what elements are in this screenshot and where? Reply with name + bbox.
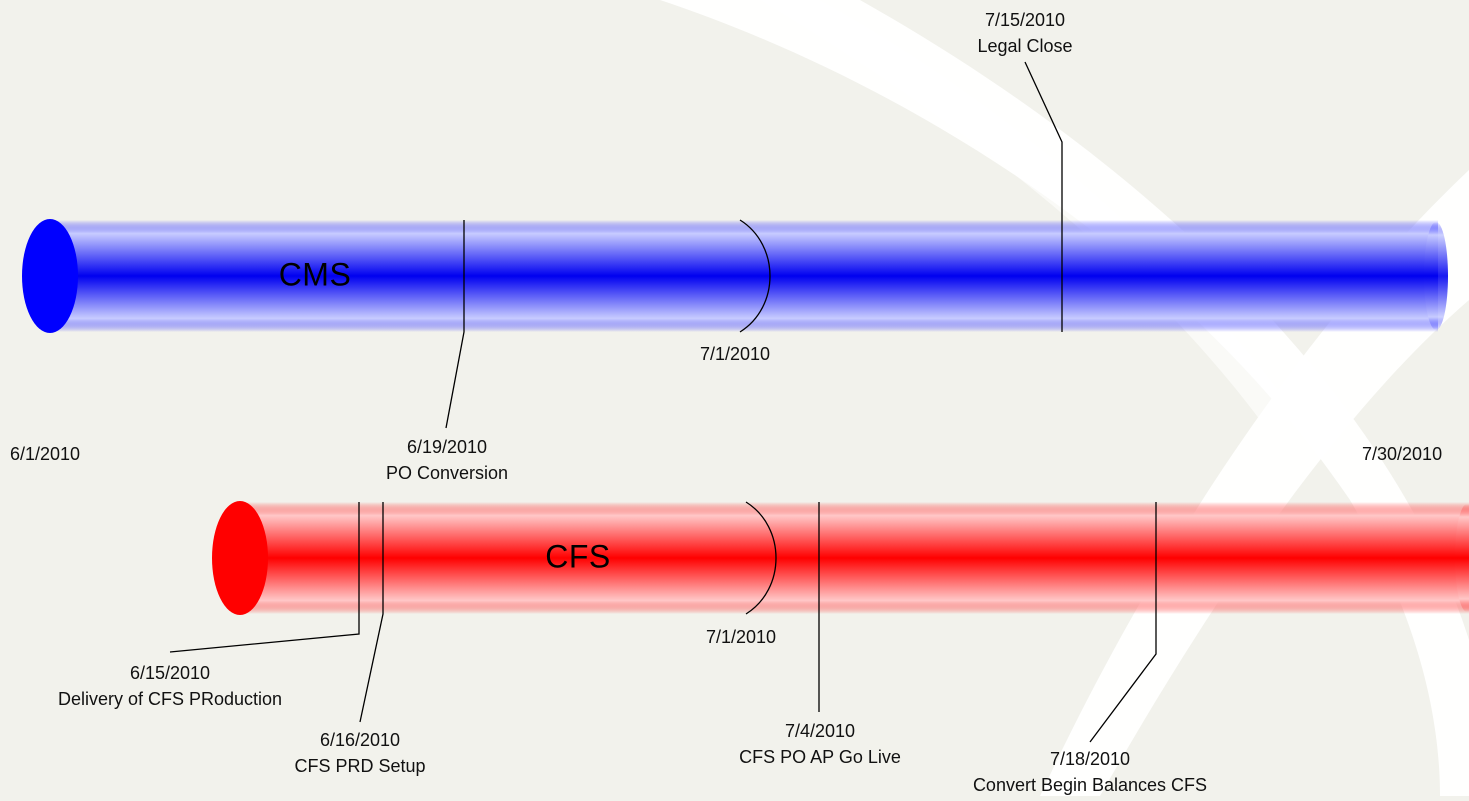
milestone-label: 7/4/2010 CFS PO AP Go Live (739, 718, 901, 770)
cms-track-body (50, 220, 1438, 332)
milestone-name: PO Conversion (385, 463, 509, 483)
milestone-name: CFS PRD Setup (294, 756, 426, 776)
milestone-label: 7/18/2010 Convert Begin Balances CFS (973, 746, 1207, 798)
milestone-date: 6/16/2010 (319, 730, 401, 750)
cfs-track-end-cap (1455, 504, 1469, 612)
milestone-label: 6/16/2010 CFS PRD Setup (294, 727, 425, 779)
cms-midpoint-label: 7/1/2010 (700, 344, 771, 364)
milestone-leader-line (169, 502, 360, 653)
cfs-track-start-cap (212, 501, 268, 615)
range-end-label: 7/30/2010 (1362, 444, 1443, 464)
milestone-label: 7/15/2010 Legal Close (977, 7, 1072, 59)
range-start-label: 6/1/2010 (10, 444, 81, 464)
milestone-name: Legal Close (977, 36, 1073, 56)
milestone-leader-line (1024, 61, 1063, 332)
milestone-leader-line (445, 220, 465, 429)
milestone-name: Convert Begin Balances CFS (972, 775, 1208, 795)
milestone-date: 7/15/2010 (984, 10, 1066, 30)
milestone-label: 6/19/2010 PO Conversion (386, 434, 508, 486)
milestone-date: 7/4/2010 (784, 721, 856, 741)
milestone-date: 6/15/2010 (129, 663, 211, 683)
cms-track-end-cap (1424, 222, 1448, 330)
cms-track-start-cap (22, 219, 78, 333)
milestone-date: 7/18/2010 (1049, 749, 1131, 769)
cfs-midpoint-label: 7/1/2010 (706, 627, 777, 647)
milestone-name: CFS PO AP Go Live (739, 747, 901, 767)
milestone-leader-line (1089, 502, 1157, 743)
cfs-track-body (240, 502, 1469, 614)
cfs-track-label: CFS (545, 538, 611, 575)
cms-track-label: CMS (278, 256, 352, 293)
milestone-leader-line (359, 502, 384, 723)
cms-midpoint-arc (739, 219, 771, 333)
milestone-name: Delivery of CFS PRoduction (57, 689, 283, 709)
milestone-label: 6/15/2010 Delivery of CFS PRoduction (58, 660, 282, 712)
cfs-midpoint-arc (745, 501, 777, 615)
milestone-date: 6/19/2010 (406, 437, 488, 457)
